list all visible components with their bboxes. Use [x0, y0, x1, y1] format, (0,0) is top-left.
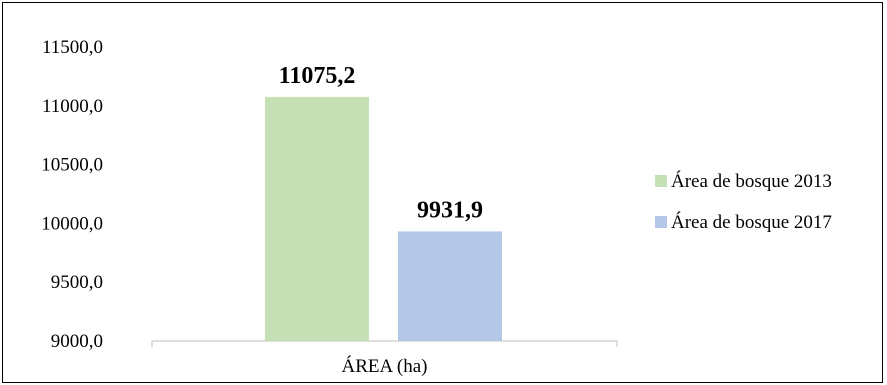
y-tick-label: 10500,0: [41, 155, 103, 176]
legend-swatch: [655, 175, 667, 187]
y-tick-label: 11500,0: [42, 37, 103, 58]
y-tick-label: 10000,0: [41, 213, 103, 234]
legend-swatch: [655, 216, 667, 228]
legend-label: Área de bosque 2013: [671, 170, 832, 192]
bar-2013: [265, 96, 369, 341]
legend-label: Área de bosque 2017: [671, 211, 832, 233]
y-tick-label: 9000,0: [51, 331, 103, 352]
x-category-label: ÁREA (ha): [341, 355, 427, 377]
y-tick-label: 9500,0: [51, 272, 103, 293]
y-tick-label: 11000,0: [42, 96, 103, 117]
data-label: 11075,2: [279, 63, 356, 89]
bar-2017: [398, 231, 502, 341]
data-label: 9931,9: [417, 197, 483, 223]
